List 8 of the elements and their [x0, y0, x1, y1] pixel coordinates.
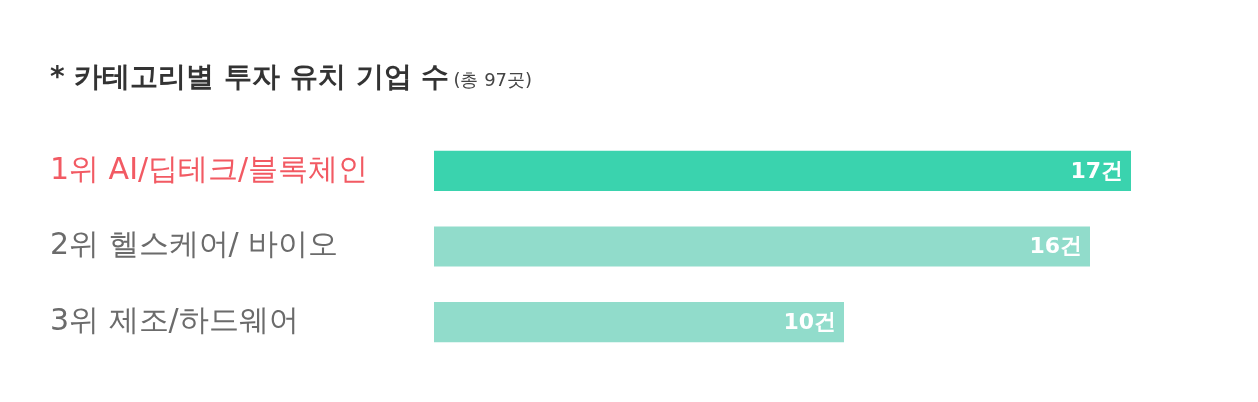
y-tick-label: 1위 AI/딥테크/블록체인 [50, 150, 369, 186]
data-label: 17건 [1070, 157, 1123, 183]
data-label: 10건 [783, 308, 836, 334]
y-tick-label: 2위 헬스케어/ 바이오 [50, 226, 339, 262]
y-tick-label: 3위 제조/하드웨어 [50, 301, 299, 337]
chart-title: * 카테고리별 투자 유치 기업 수 [50, 60, 450, 93]
chart-subtitle: (총 97곳) [453, 69, 533, 90]
data-label: 16건 [1029, 233, 1082, 259]
